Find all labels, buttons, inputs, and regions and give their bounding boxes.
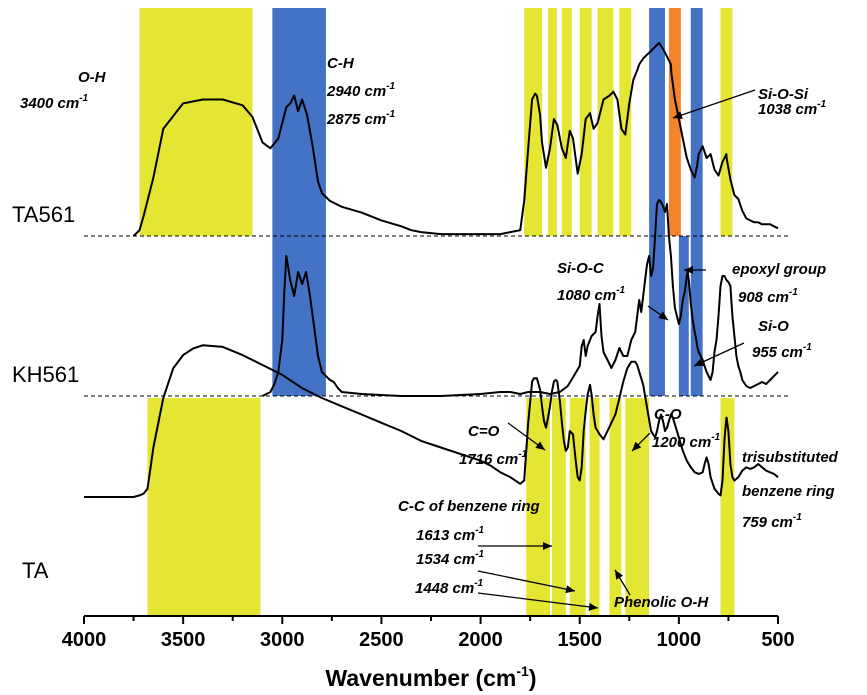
annotation-10: 908 cm-1 [738,287,798,306]
spectrum-traces [84,41,779,498]
trace-kh561 [262,199,779,397]
x-tick-label-4000: 4000 [62,629,107,651]
annotation-17: C-C of benzene ring [398,498,540,515]
band-orange-9 [668,8,681,236]
band-yellow-7 [619,8,632,236]
band-yellow-4 [561,8,572,236]
arrowhead-2 [684,266,693,274]
sample-label-ta: TA [22,558,49,583]
annotation-arrows [477,89,756,611]
annotation-11: Si-O [758,318,789,335]
annotation-7: Si-O-C [557,260,605,277]
arrowhead-5 [632,441,642,451]
band-yellow-6 [597,8,614,236]
annotation-22: trisubstituted [742,449,839,466]
highlight-bands [139,8,735,616]
annotation-14: 1716 cm-1 [459,449,528,468]
band-blue-11 [690,8,703,396]
band-yellow-15 [551,398,566,616]
trace-ta [84,344,779,498]
annotation-9: epoxyl group [732,261,826,278]
band-blue-10 [678,236,689,396]
band-yellow-2 [524,8,543,236]
x-axis-label: Wavenumber (cm-1) [326,663,537,691]
annotation-13: C=O [468,423,500,440]
sample-label-ta561: TA561 [12,202,75,227]
annotation-arrow-0 [672,89,756,119]
annotation-23: benzene ring [742,483,835,500]
arrowhead-8 [588,602,598,611]
x-tick-label-2000: 2000 [458,629,503,651]
annotation-21: Phenolic O-H [614,594,709,611]
peak-annotations: O-H 3400 cm-1 C-H 2940 cm-1 2875 cm-1 Si-O-Si… [20,55,839,611]
band-yellow-12 [720,8,733,236]
x-tick-label-3500: 3500 [161,629,206,651]
band-yellow-0 [139,8,253,236]
band-yellow-19 [625,398,650,616]
arrowhead-9 [615,570,624,580]
band-yellow-17 [589,398,600,616]
annotation-16: 1200 cm-1 [652,432,721,451]
annotation-12: 955 cm-1 [752,342,812,361]
band-blue-1 [272,8,326,396]
annotation-18: 1613 cm-1 [416,525,485,544]
band-yellow-18 [609,398,622,616]
annotation-arrow-3 [693,342,745,367]
trace-ta561 [132,41,779,237]
annotation-8: 1080 cm-1 [557,285,626,304]
annotation-3: 2940 cm-1 [326,81,396,100]
annotation-0: O-H [78,69,107,86]
arrowhead-3 [694,358,704,366]
sample-label-kh561: KH561 [12,362,79,387]
annotation-20: 1448 cm-1 [415,578,484,597]
x-tick-label-3000: 3000 [260,629,305,651]
x-tick-label-2500: 2500 [359,629,404,651]
annotation-15: C-O [654,406,682,423]
annotation-arrow-8 [477,592,599,609]
arrowhead-0 [673,111,683,119]
annotation-24: 759 cm-1 [742,512,802,531]
annotation-19: 1534 cm-1 [416,549,485,568]
arrowhead-1 [658,311,668,320]
annotation-4: 2875 cm-1 [326,109,396,128]
band-yellow-3 [547,8,557,236]
x-axis-ticks: 4000 3500 3000 2500 2000 1500 1000 500 [62,616,795,651]
annotation-6: 1038 cm-1 [758,99,827,118]
arrowhead-4 [535,441,545,450]
annotation-arrow-7 [477,570,576,592]
annotation-5: Si-O-Si [758,86,809,103]
band-yellow-14 [526,398,550,616]
arrowhead-6 [543,542,552,550]
x-tick-label-1000: 1000 [657,629,702,651]
x-tick-label-1500: 1500 [557,629,602,651]
arrowhead-7 [565,585,575,594]
annotation-1: 3400 cm-1 [20,93,89,112]
annotation-2: C-H [327,55,355,72]
band-yellow-13 [147,398,261,616]
x-tick-label-500: 500 [761,629,794,651]
